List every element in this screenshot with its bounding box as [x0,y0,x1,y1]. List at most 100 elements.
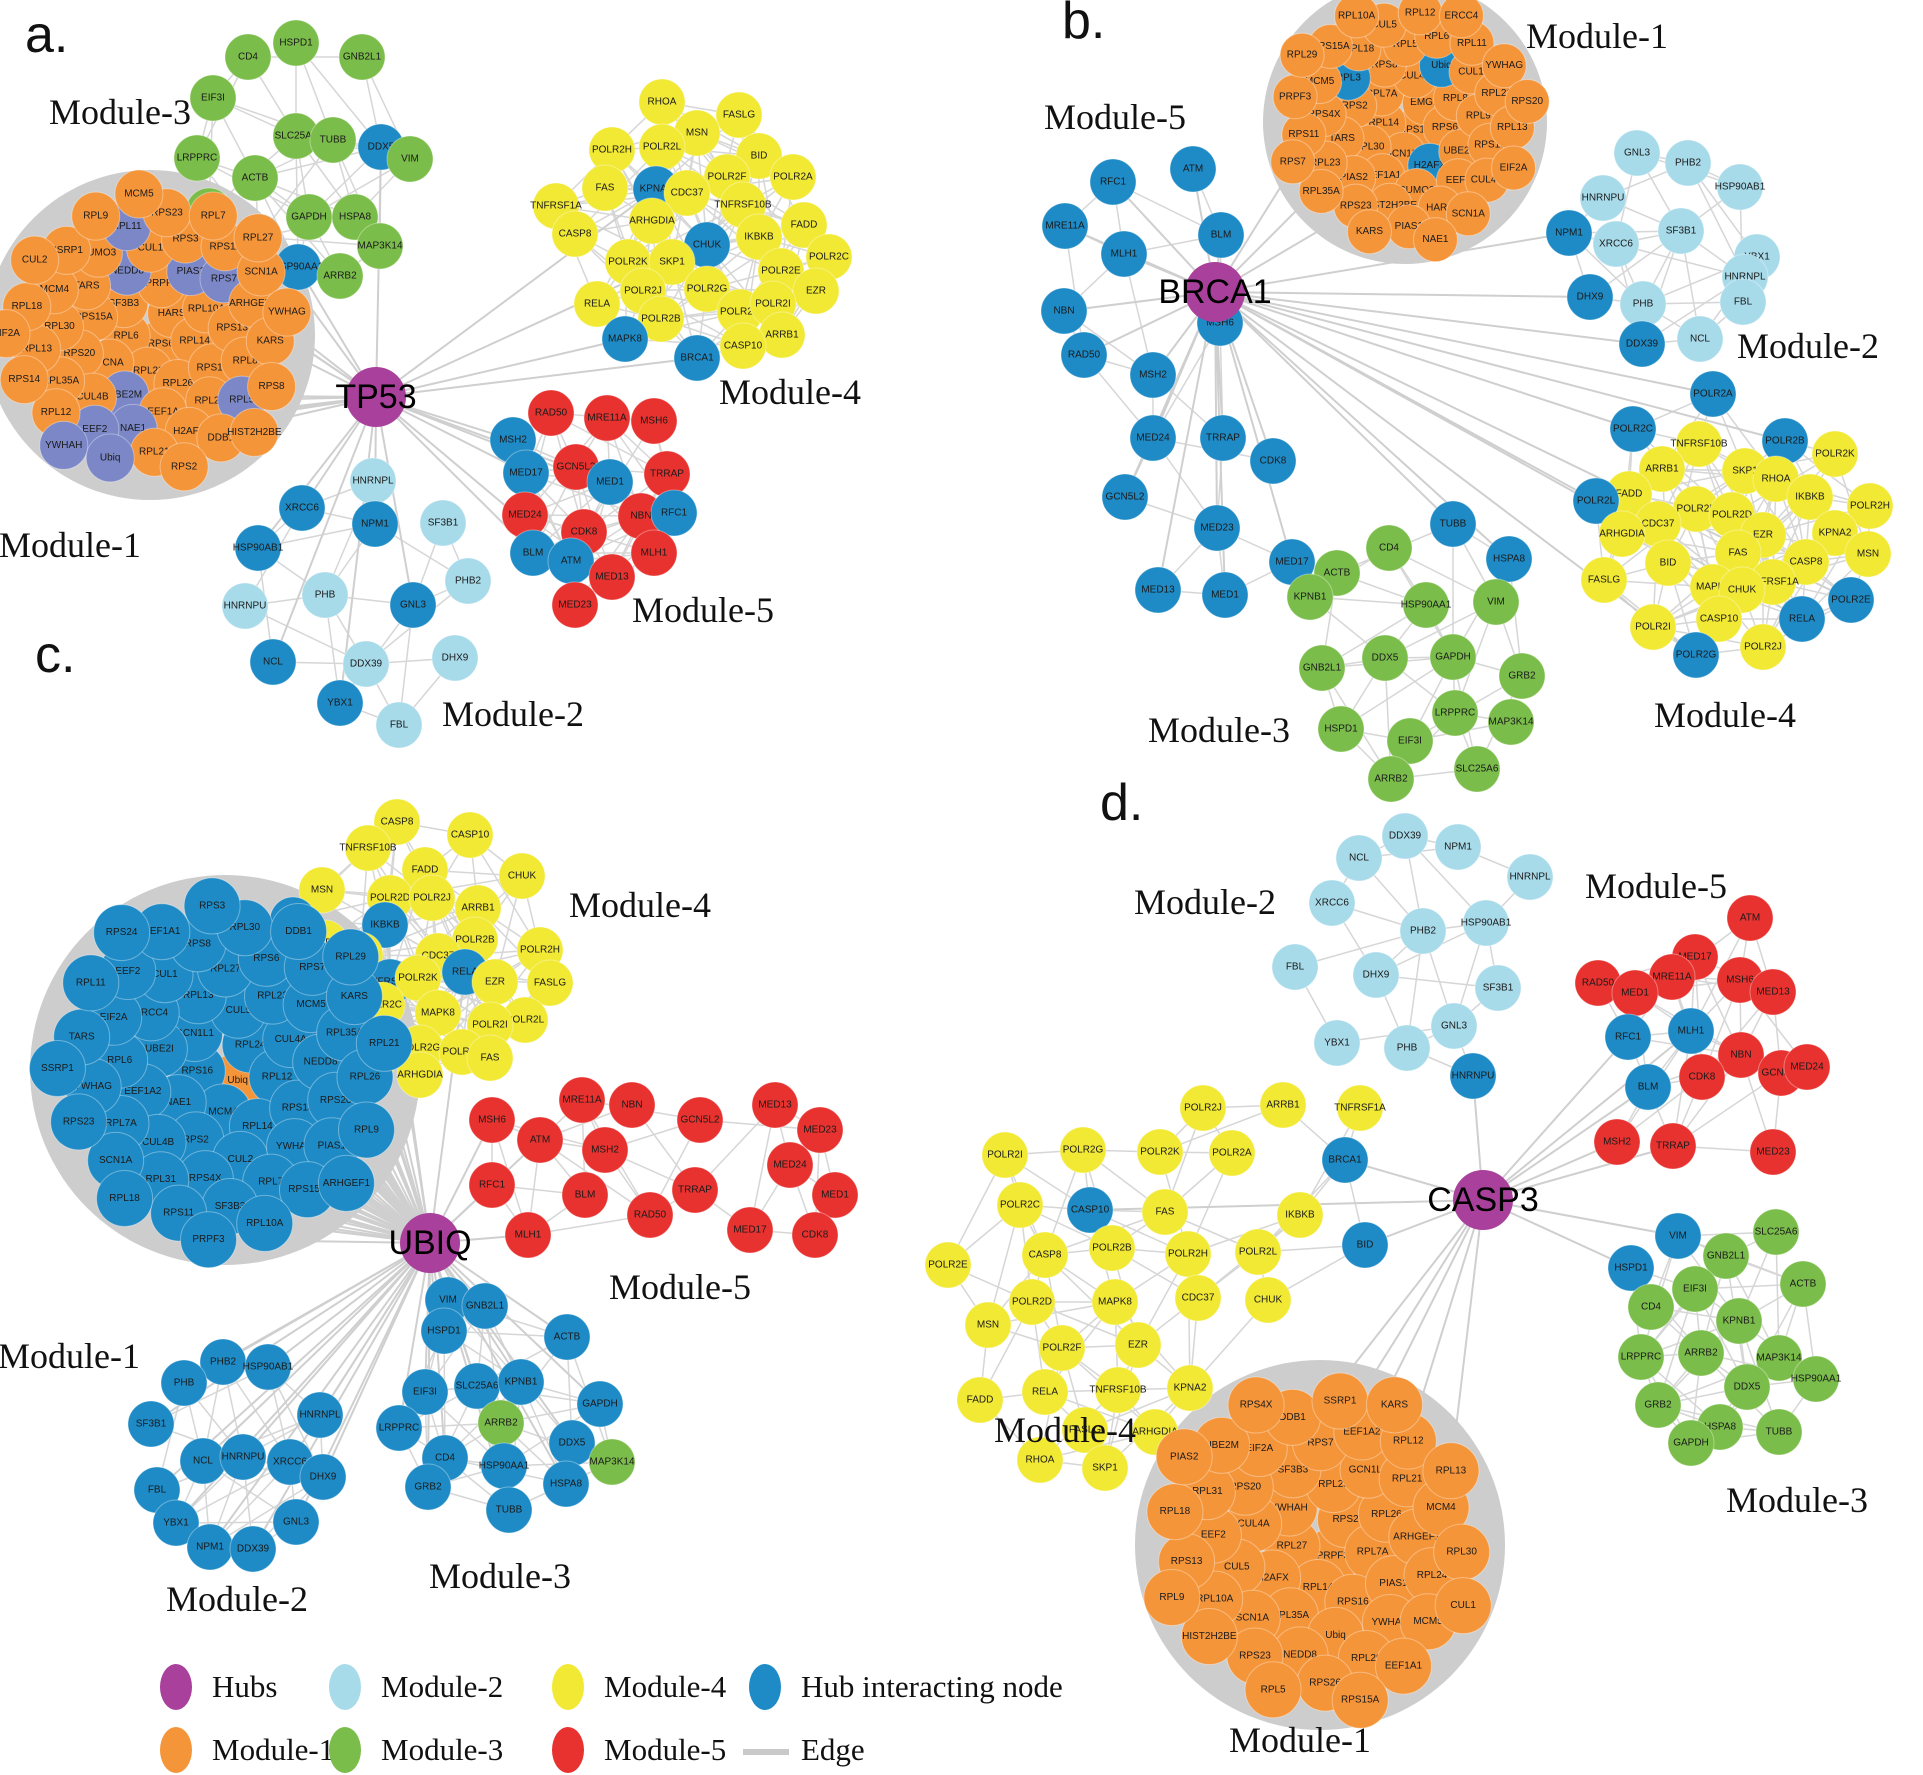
gene-node-ARRB1 [1259,1081,1307,1129]
gene-node-label-YBX1: YBX1 [1744,252,1770,263]
hub-edge [257,396,377,549]
gene-node-label-RPS8: RPS8 [185,938,212,949]
gene-node-label-YWHAG: YWHAG [74,1081,112,1092]
gene-node-label-HNRNPL: HNRNPL [352,476,394,487]
gene-node-label-MSH6: MSH6 [478,1115,506,1126]
gene-node-label-SCN1A: SCN1A [99,1155,133,1166]
gene-node-label-EIF2A: EIF2A [1500,162,1528,173]
gene-node-YBX1 [152,1499,200,1547]
gene-node-label-CUL4A: CUL4A [1471,175,1504,186]
gene-node-YBX1 [316,679,364,727]
gene-node-SCN1A [1445,191,1491,237]
gene-node-label-ARHGEF1: ARHGEF1 [323,1178,371,1189]
gene-node-label-KARS: KARS [1381,1399,1409,1410]
gene-node-label-CUL1: CUL1 [1458,66,1484,77]
gene-node-label-POLR2A: POLR2A [1693,389,1733,400]
gene-node-label-RPL5: RPL5 [229,395,254,406]
gene-node-label-MED24: MED24 [773,1160,807,1171]
gene-node-MCM5 [114,169,164,219]
gene-node-LRPPRC [173,134,221,182]
gene-node-label-RAD50: RAD50 [1068,350,1101,361]
gene-node-RELA [573,280,621,328]
gene-node-label-RFC1: RFC1 [1615,1032,1642,1043]
gene-node-label-RPL7A: RPL7A [1366,89,1398,100]
gene-node-DDX39 [342,640,390,688]
gene-node-POLR2H [1164,1230,1212,1278]
gene-node-label-ERCC4: ERCC4 [1444,10,1478,21]
gene-node-label-MSH2: MSH2 [1603,1137,1631,1148]
hub-edge [1214,291,1714,395]
gene-node-label-HARS: HARS [158,308,186,319]
gene-node-label-CUL5: CUL5 [1371,20,1397,31]
gene-node-IKBKB [1276,1191,1324,1239]
gene-node-label-RPL14: RPL14 [1368,117,1399,128]
module-caption-c-Module-3: Module-3 [429,1556,571,1596]
gene-node-label-CDK8: CDK8 [1689,1072,1716,1083]
gene-node-FAS [466,1034,514,1082]
gene-node-label-KPNB1: KPNB1 [505,1377,538,1388]
gene-node-label-RPL12: RPL12 [41,407,72,418]
gene-node-MED23 [796,1106,844,1154]
gene-node-label-CUL2: CUL2 [22,255,48,266]
gene-node-label-KPNA2: KPNA2 [1174,1383,1207,1394]
gene-node-label-POLR2D: POLR2D [1012,1297,1052,1308]
legend-label-edge: Edge [801,1732,865,1767]
gene-node-label-CD4: CD4 [435,1453,455,1464]
gene-node-label-PHB: PHB [315,590,336,601]
gene-node-label-MED24: MED24 [1790,1062,1824,1073]
gene-node-RPL9 [337,1101,395,1159]
gene-node-RAD50 [1060,331,1108,379]
gene-node-label-RPL10A: RPL10A [1338,10,1376,21]
gene-node-RPL5 [1244,1661,1302,1719]
gene-node-label-UBE2M: UBE2M [1204,1440,1238,1451]
gene-node-label-POLR2B: POLR2B [1092,1243,1132,1254]
gene-node-label-CASP8: CASP8 [381,817,414,828]
gene-node-label-RPL27: RPL27 [243,232,274,243]
gene-node-label-RPS11: RPS11 [163,1208,194,1219]
gene-node-label-GRB2: GRB2 [414,1482,442,1493]
gene-node-YBX1 [1313,1019,1361,1067]
gene-node-label-GNB2L1: GNB2L1 [1707,1251,1746,1262]
gene-node-label-HARS: HARS [1426,203,1454,214]
gene-node-XRCC6 [1308,879,1356,927]
hub-edge [1482,1145,1674,1201]
gene-node-label-RPS11: RPS11 [210,241,241,252]
gene-node-MLH1 [1100,230,1148,278]
gene-node-label-POLR2I: POLR2I [987,1150,1023,1161]
gene-node-GNL3 [1613,129,1661,177]
gene-node-label-EEF1A1: EEF1A1 [1364,170,1402,181]
hub-label-TP53: TP53 [335,378,416,416]
hub-node-UBIQ [400,1213,460,1273]
gene-node-label-RPS20: RPS20 [64,348,96,359]
gene-node-label-POLR2I: POLR2I [1635,622,1671,633]
gene-node-label-EMG1: EMG1 [1410,97,1439,108]
gene-node-CDC37 [663,169,711,217]
gene-node-label-ARRB1: ARRB1 [461,903,495,914]
gene-node-label-BID: BID [751,151,768,162]
gene-node-label-RPL23: RPL23 [1310,157,1341,168]
gene-node-label-MLH1: MLH1 [1111,249,1138,260]
gene-node-label-GCN1L1: GCN1L1 [175,1028,214,1039]
gene-node-label-RPS13: RPS13 [1474,140,1506,151]
gene-node-label-DDX5: DDX5 [1372,653,1399,664]
gene-node-label-RPL24: RPL24 [235,1039,266,1050]
gene-node-label-LRPPRC: LRPPRC [1621,1352,1662,1363]
gene-node-label-ATM: ATM [530,1135,550,1146]
gene-node-label-RPL3: RPL3 [1336,73,1361,84]
gene-node-label-RPS7: RPS7 [299,962,326,973]
gene-node-IKBKB [735,213,783,261]
gene-node-label-IKBKB: IKBKB [370,920,400,931]
gene-node-label-TNFRSF1A: TNFRSF1A [530,201,582,212]
hub-edge [202,1242,431,1462]
gene-node-label-ACTB: ACTB [1324,568,1351,579]
gene-node-FASLG [1061,1406,1109,1454]
gene-node-label-HSPD1: HSPD1 [1614,1263,1648,1274]
gene-node-label-MCM5: MCM5 [1413,1616,1443,1627]
gene-node-label-DDX39: DDX39 [1626,339,1659,350]
gene-node-label-NEDD8: NEDD8 [1283,1649,1317,1660]
gene-node-label-FAS: FAS [596,183,615,194]
legend-label-interact: Hub interacting node [801,1669,1063,1704]
gene-node-POLR2A [1689,370,1737,418]
gene-node-label-RPS2: RPS2 [171,461,198,472]
gene-node-label-Ubiq: Ubiq [1431,60,1452,71]
